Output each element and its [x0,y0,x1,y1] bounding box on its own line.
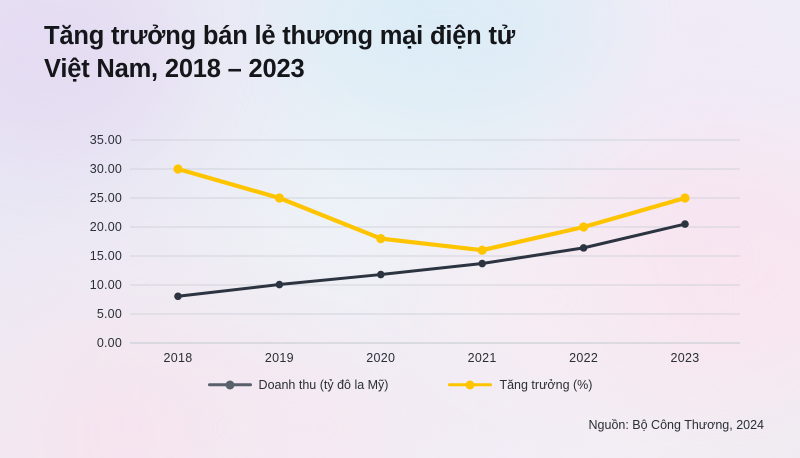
data-point-revenue-2022 [579,244,588,252]
y-axis-tick-label: 20.00 [89,220,122,234]
x-axis-tick-label: 2019 [264,351,294,365]
legend-item-revenue: Doanh thu (tỷ đô la Mỹ) [207,378,389,392]
series-line-revenue [176,222,687,298]
data-point-revenue-2019 [275,280,284,289]
x-axis-tick-label: 2018 [163,351,193,365]
y-axis-tick-label: 15.00 [89,249,122,263]
x-axis-tick-label: 2021 [467,351,497,365]
legend-item-growth: Tăng trưởng (%) [448,378,592,392]
y-axis-tick-label: 0.00 [96,336,122,350]
legend-marker-line-icon [207,380,252,390]
y-axis-tick-label: 25.00 [89,191,122,205]
legend-label-growth: Tăng trưởng (%) [499,378,593,392]
y-axis-tick-label: 10.00 [89,278,122,292]
chart-legend: Doanh thu (tỷ đô la Mỹ) Tăng trưởng (%) [0,378,800,392]
data-point-growth-2020 [376,234,386,244]
data-point-growth-2022 [579,222,589,232]
y-axis-tick-label: 35.00 [89,133,122,147]
y-axis-tick-labels: 0.00 5.00 10.00 15.00 20.00 25.00 30.00 35.00 [40,0,122,458]
data-point-growth-2023 [680,193,690,203]
x-axis-tick-label: 2020 [366,351,396,365]
source-note: Nguồn: Bộ Công Thương, 2024 [588,418,764,432]
chart-title: Tăng trưởng bán lẻ thương mại điện tử Vi… [44,22,515,83]
x-axis-tick-label: 2022 [569,351,599,365]
data-point-growth-2018 [173,164,183,174]
y-axis-tick-label: 30.00 [89,162,122,176]
legend-label-revenue: Doanh thu (tỷ đô la Mỹ) [258,378,389,392]
y-axis-tick-label: 5.00 [96,307,122,321]
data-point-growth-2019 [274,193,284,203]
data-point-revenue-2020 [377,270,385,279]
data-point-revenue-2018 [174,292,182,301]
series-line-growth [175,166,688,253]
data-point-growth-2021 [477,245,487,255]
data-point-revenue-2021 [478,259,487,268]
legend-marker-line-icon [448,380,493,390]
data-point-revenue-2023 [681,220,689,228]
x-axis-tick-label: 2023 [670,351,700,365]
